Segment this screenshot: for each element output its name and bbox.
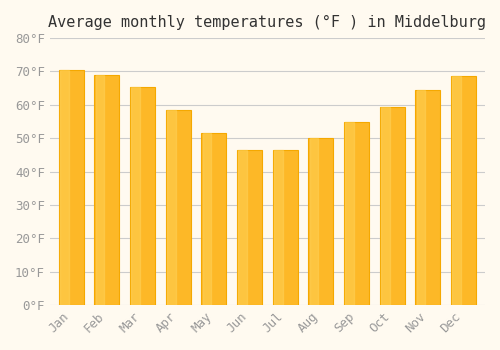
Bar: [237, 150, 262, 305]
Bar: [452, 77, 461, 305]
Bar: [167, 110, 176, 305]
Bar: [202, 133, 211, 305]
Bar: [381, 106, 390, 305]
Bar: [96, 75, 104, 305]
Bar: [94, 75, 120, 305]
Bar: [310, 138, 318, 305]
Bar: [59, 70, 84, 305]
Title: Average monthly temperatures (°F ) in Middelburg: Average monthly temperatures (°F ) in Mi…: [48, 15, 486, 30]
Bar: [346, 121, 354, 305]
Bar: [416, 90, 440, 305]
Bar: [416, 90, 426, 305]
Bar: [238, 150, 247, 305]
Bar: [344, 121, 369, 305]
Bar: [451, 77, 476, 305]
Bar: [202, 133, 226, 305]
Bar: [130, 86, 155, 305]
Bar: [273, 150, 297, 305]
Bar: [274, 150, 283, 305]
Bar: [380, 106, 404, 305]
Bar: [308, 138, 334, 305]
Bar: [166, 110, 190, 305]
Bar: [132, 86, 140, 305]
Bar: [60, 70, 69, 305]
